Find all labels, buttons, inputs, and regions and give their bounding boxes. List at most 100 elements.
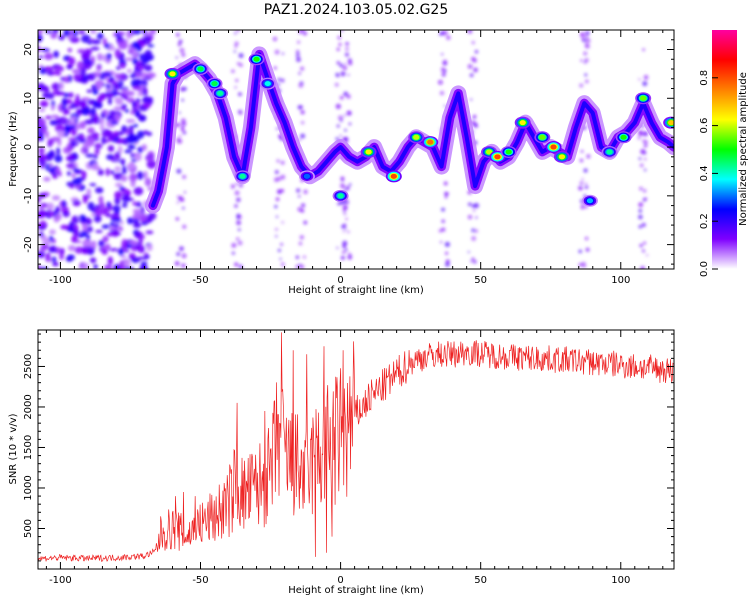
streak-dot bbox=[297, 105, 302, 110]
peak-contour bbox=[337, 193, 344, 199]
noise-blob bbox=[124, 109, 130, 113]
noise-blob bbox=[133, 152, 142, 162]
streak-dot bbox=[280, 174, 286, 180]
noise-blob bbox=[114, 165, 121, 172]
noise-blob bbox=[114, 73, 120, 80]
streak-dot bbox=[234, 262, 239, 267]
noise-blob bbox=[59, 81, 64, 90]
streak-dot bbox=[580, 149, 584, 153]
noise-blob bbox=[127, 144, 136, 150]
heatmap-peak bbox=[553, 150, 570, 163]
noise-blob bbox=[84, 119, 94, 125]
noise-blob bbox=[54, 154, 63, 163]
streak-dot bbox=[586, 154, 591, 159]
noise-blob bbox=[74, 97, 81, 107]
noise-blob bbox=[114, 48, 121, 58]
noise-blob bbox=[106, 83, 111, 90]
noise-blob bbox=[74, 246, 84, 254]
streak-dot bbox=[276, 176, 282, 182]
noise-blob bbox=[106, 130, 114, 136]
noise-blob bbox=[132, 51, 139, 59]
noise-blob bbox=[112, 228, 119, 238]
noise-blob bbox=[81, 170, 87, 180]
peak-contour bbox=[539, 134, 546, 140]
streak-dot bbox=[230, 184, 236, 189]
streak-dot bbox=[584, 185, 589, 190]
noise-blob bbox=[41, 125, 47, 135]
noise-blob bbox=[78, 134, 85, 140]
noise-blob bbox=[40, 220, 46, 226]
streak-dot bbox=[338, 42, 342, 47]
peak-contour bbox=[197, 66, 204, 72]
streak-dot bbox=[175, 32, 180, 37]
noise-blob bbox=[72, 199, 81, 207]
noise-blob bbox=[104, 243, 111, 251]
streak-dot bbox=[296, 188, 301, 193]
noise-blob bbox=[60, 248, 65, 255]
noise-blob bbox=[129, 73, 137, 79]
streak-dot bbox=[301, 203, 306, 208]
noise-blob bbox=[38, 118, 47, 128]
noise-blob bbox=[97, 95, 106, 101]
noise-blob bbox=[127, 266, 135, 269]
noise-blob bbox=[144, 49, 152, 57]
streak-dot bbox=[583, 51, 587, 56]
noise-blob bbox=[126, 30, 133, 39]
noise-blob bbox=[40, 163, 45, 169]
streak-dot bbox=[343, 205, 348, 210]
streak-dot bbox=[234, 86, 237, 89]
heatmap-peak bbox=[500, 145, 517, 158]
streak-dot bbox=[584, 43, 589, 48]
figure-title: PAZ1.2024.103.05.02.G25 bbox=[264, 2, 449, 18]
noise-blob bbox=[121, 104, 126, 111]
noise-blob bbox=[102, 72, 113, 77]
streak-dot bbox=[275, 127, 279, 131]
streak-dot bbox=[441, 53, 444, 56]
noise-blob bbox=[100, 112, 106, 119]
streak-dot bbox=[177, 42, 182, 47]
colorbar-tick-label: 0.0 bbox=[699, 261, 710, 277]
noise-blob bbox=[38, 231, 44, 238]
noise-blob bbox=[120, 158, 126, 166]
streak-dot bbox=[643, 143, 648, 148]
streak-dot bbox=[642, 189, 647, 193]
noise-blob bbox=[138, 65, 144, 71]
x-tick-label: -100 bbox=[49, 275, 72, 286]
noise-blob bbox=[107, 97, 113, 105]
heatmap-peak bbox=[385, 170, 402, 183]
noise-blob bbox=[76, 61, 84, 70]
streak-dot bbox=[179, 246, 184, 252]
streak-dot bbox=[583, 168, 588, 173]
streak-dot bbox=[470, 98, 473, 101]
streak-dot bbox=[183, 191, 187, 194]
peak-contour bbox=[211, 81, 218, 87]
colorbar-label: Normalized spectral amplitude bbox=[738, 72, 749, 226]
noise-blob bbox=[136, 171, 144, 180]
streak-dot bbox=[234, 190, 240, 196]
streak-dot bbox=[638, 130, 641, 133]
streak-dot bbox=[280, 242, 283, 246]
noise-blob bbox=[67, 48, 72, 53]
peak-contour bbox=[485, 149, 493, 155]
streak-dot bbox=[643, 241, 647, 245]
noise-blob bbox=[113, 106, 123, 110]
streak-dot bbox=[580, 205, 585, 210]
plot-frame bbox=[37, 29, 675, 270]
streak-dot bbox=[180, 118, 186, 124]
streak-dot bbox=[643, 75, 649, 80]
noise-blob bbox=[72, 167, 79, 172]
streak-dot bbox=[638, 78, 641, 81]
streak-dot bbox=[231, 242, 237, 248]
streak-dot bbox=[299, 264, 305, 269]
peak-contour bbox=[640, 95, 647, 101]
streak-dot bbox=[581, 37, 585, 41]
peak-contour bbox=[550, 144, 557, 150]
noise-blob bbox=[56, 130, 63, 136]
noise-blob bbox=[79, 68, 86, 77]
noise-blob bbox=[109, 248, 119, 252]
streak-dot bbox=[335, 103, 341, 109]
streak-dot bbox=[336, 47, 340, 51]
streak-dot bbox=[277, 77, 281, 82]
noise-blob bbox=[142, 87, 148, 95]
